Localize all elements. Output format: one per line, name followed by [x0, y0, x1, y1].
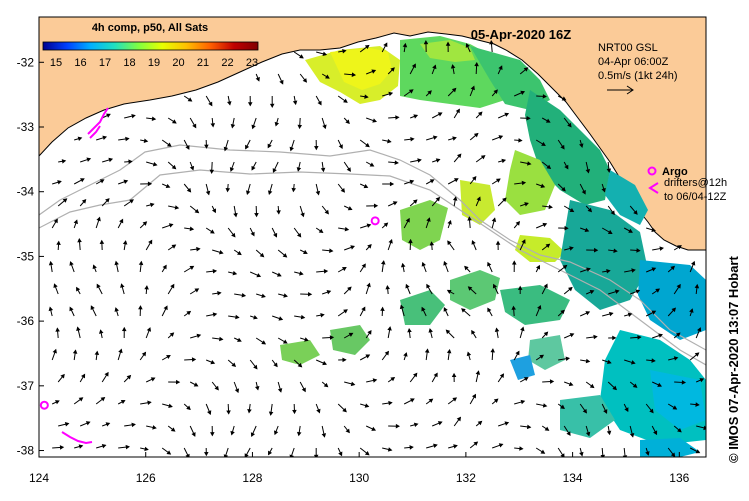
current-legend-line1: NRT00 GSL	[598, 42, 658, 54]
x-tick-label: 124	[29, 471, 49, 485]
x-tick-label: 130	[349, 471, 369, 485]
x-tick-label: 126	[136, 471, 156, 485]
drifter-legend-line1: drifters@12h	[664, 177, 727, 189]
colorbar-tick-17: 17	[99, 57, 111, 69]
y-tick-label: -32	[17, 55, 35, 69]
colorbar-tick-22: 22	[221, 57, 233, 69]
colorbar-tick-23: 23	[246, 57, 258, 69]
colorbar-tick-19: 19	[148, 57, 160, 69]
y-tick-label: -34	[17, 185, 35, 199]
y-tick-label: -36	[17, 314, 35, 328]
y-tick-label: -38	[17, 444, 35, 458]
drifter-legend-line2: to 06/04-12Z	[664, 191, 727, 203]
current-legend-line3: 0.5m/s (1kt 24h)	[598, 70, 677, 82]
current-arrow-head	[224, 455, 227, 458]
colorbar-tick-18: 18	[123, 57, 135, 69]
x-tick-label: 128	[242, 471, 262, 485]
credit-text: © IMOS 07-Apr-2020 13:07 Hobart	[726, 256, 741, 463]
colorbar-tick-21: 21	[197, 57, 209, 69]
x-tick-label: 136	[669, 471, 689, 485]
y-tick-label: -35	[17, 249, 35, 263]
y-tick-label: -33	[17, 120, 35, 134]
y-tick-label: -37	[17, 379, 35, 393]
colorbar-tick-16: 16	[74, 57, 86, 69]
date-title: 05-Apr-2020 16Z	[471, 27, 571, 42]
x-tick-label: 134	[563, 471, 583, 485]
colorbar-tick-20: 20	[172, 57, 184, 69]
current-legend-line2: 04-Apr 06:00Z	[598, 56, 669, 68]
colorbar-title: 4h comp, p50, All Sats	[92, 22, 208, 34]
x-tick-label: 132	[456, 471, 476, 485]
colorbar-tick-15: 15	[50, 57, 62, 69]
